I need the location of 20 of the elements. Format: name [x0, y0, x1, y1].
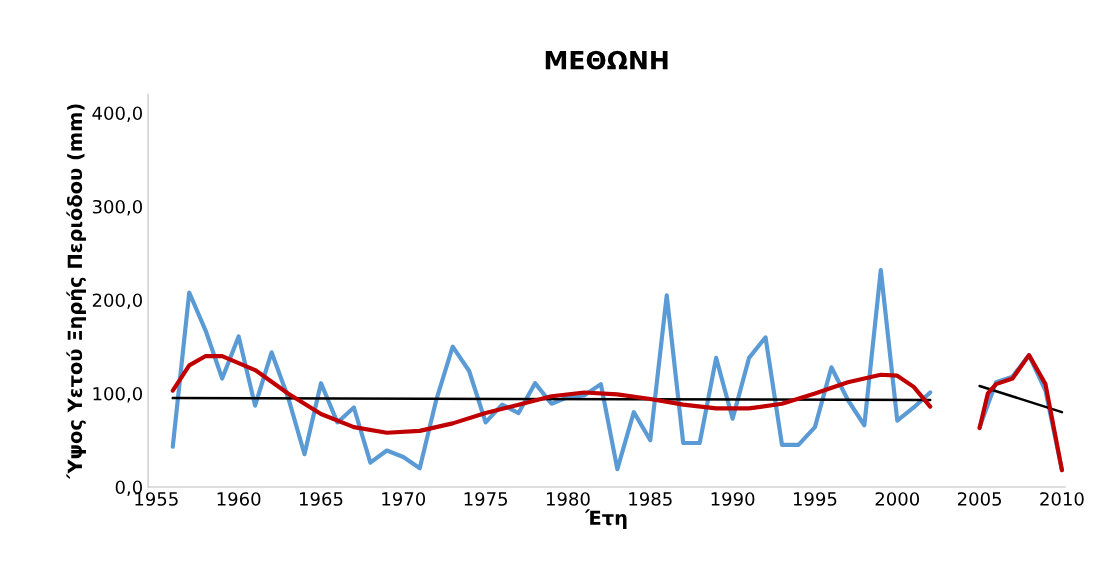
y-axis-title: Ύψος Υετού Ξηρής Περιόδου (mm): [66, 104, 86, 480]
y-tick-label: 100,0: [93, 386, 143, 403]
chart-title: ΜΕΘΩΝΗ: [545, 50, 668, 70]
y-tick-label: 300,0: [92, 199, 143, 216]
y-tick-label: 200,0: [92, 293, 143, 309]
y-tick-label: 400,0: [92, 106, 143, 122]
line-series: [170, 353, 933, 435]
x-tick-label: 1985: [629, 492, 672, 506]
x-tick-label: 2005: [957, 492, 1001, 506]
x-tick-label: 1965: [299, 492, 343, 506]
x-tick-label: 1975: [464, 492, 508, 506]
x-tick-label: 1960: [217, 492, 261, 506]
x-tick-label: 2010: [1040, 492, 1084, 506]
line-series: [977, 353, 1065, 473]
x-tick-label: 1970: [382, 492, 426, 506]
x-tick-label: 1995: [793, 492, 837, 506]
x-tick-label: 2000: [875, 492, 920, 506]
x-tick-label: 1980: [546, 492, 590, 506]
x-axis-title: Έτη: [584, 509, 627, 529]
x-tick-label: 1990: [711, 492, 755, 506]
